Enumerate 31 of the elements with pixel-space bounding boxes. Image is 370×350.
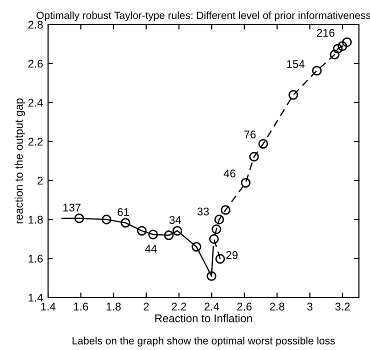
x-tick-label: 1.6 [74, 302, 88, 311]
y-tick-label: 1.8 [28, 216, 43, 224]
text: Labels on the graph show the optimal worst possible loss [72, 336, 335, 346]
x-tick-label: 2.2 [172, 302, 186, 310]
y-tick-label: 2.4 [28, 98, 43, 107]
annotation: 44 [145, 244, 157, 253]
x-tick-label: 2 [144, 302, 149, 310]
y-tick-label: 2.8 [28, 20, 43, 29]
x-axis-title: Reaction to Inflation [155, 314, 252, 322]
y-tick-label: 2 [38, 176, 43, 185]
y-tick-label: 1.4 [28, 294, 43, 302]
annotation: 137 [63, 204, 80, 212]
x-tick-label: 3.2 [335, 302, 350, 311]
x-tick-label: 3 [307, 302, 312, 311]
annotation: 61 [118, 208, 129, 216]
annotation: 33 [197, 208, 209, 216]
y-axis-title: reaction to the output gap [14, 98, 26, 224]
x-tick-label: 1.4 [41, 302, 56, 310]
annotation: 216 [316, 28, 334, 37]
annotation: 46 [224, 170, 236, 178]
x-tick-label: 2.8 [270, 302, 284, 311]
x-tick-label: 2.6 [237, 302, 252, 311]
annotation: 76 [244, 130, 256, 138]
annotation: 29 [226, 251, 238, 259]
y-tick-label: 2.2 [28, 138, 43, 146]
y-tick-label: 1.6 [28, 254, 43, 263]
annotation: 154 [287, 60, 305, 68]
x-tick-label: 2.4 [204, 302, 220, 310]
annotation: 34 [169, 216, 182, 224]
x-tick-label: 1.8 [106, 302, 121, 311]
y-tick-label: 2.6 [28, 60, 43, 68]
